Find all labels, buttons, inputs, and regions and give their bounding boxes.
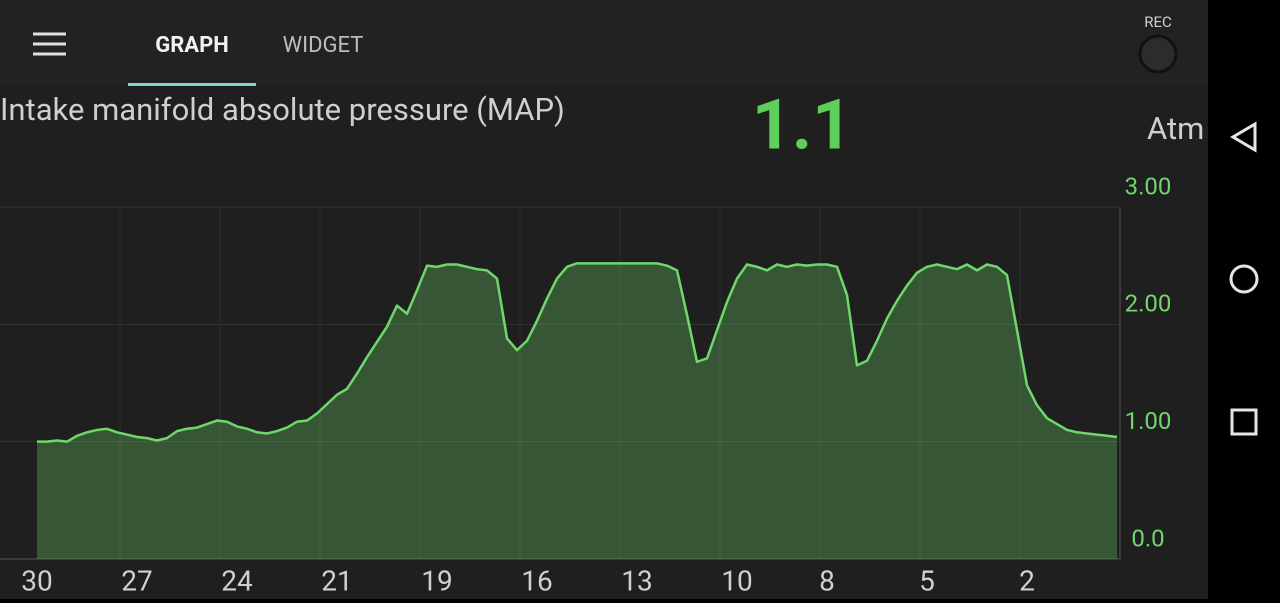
y-tick-label: 2.00 [1125,290,1172,318]
x-tick-label: 24 [221,564,253,597]
rec-label: REC [1144,13,1172,31]
x-tick-label: 10 [721,564,752,597]
y-tick-label: 0.0 [1131,524,1164,552]
area-fill [37,263,1117,559]
sensor-unit: Atm [1147,110,1204,147]
menu-button[interactable] [33,32,66,56]
y-tick-label: 1.00 [1125,407,1172,435]
tab-graph[interactable]: GRAPH [155,33,229,58]
vertical-grid [119,207,1021,559]
x-tick-label: 30 [21,564,52,597]
x-tick-label: 5 [919,564,935,597]
app-background [0,0,1208,599]
sensor-title: Intake manifold absolute pressure (MAP) [0,91,565,128]
nav-bar [1208,0,1280,599]
y-tick-label: 3.00 [1125,172,1172,200]
sensor-value: 1.1 [752,84,853,166]
x-tick-label: 21 [321,564,352,597]
x-tick-label: 2 [1019,564,1035,597]
x-tick-label: 19 [421,564,452,597]
x-tick-label: 13 [621,564,652,597]
toolbar [0,0,1208,86]
data-line [37,262,1118,443]
x-tick-label: 16 [521,564,552,597]
nav-buttons[interactable] [1229,121,1259,436]
rec-button[interactable] [1138,34,1178,74]
x-tick-label: 27 [121,564,152,597]
x-tick-label: 8 [819,564,835,597]
tab-indicator [128,83,256,86]
tab-widget[interactable]: WIDGET [283,33,364,58]
